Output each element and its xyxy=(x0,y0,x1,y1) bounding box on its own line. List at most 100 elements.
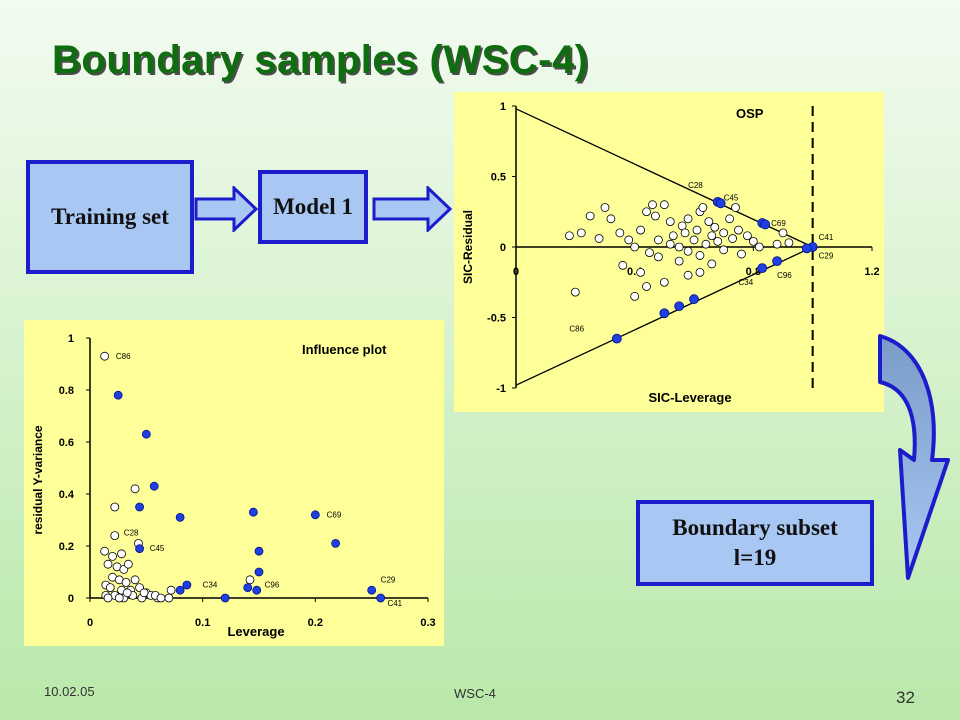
data-point xyxy=(110,502,120,512)
data-point xyxy=(139,588,149,598)
data-point xyxy=(665,239,675,249)
data-point xyxy=(707,259,717,269)
data-point xyxy=(156,593,166,603)
arrow-right-icon xyxy=(194,186,259,232)
data-point xyxy=(778,228,788,238)
data-point xyxy=(585,211,595,221)
point-label: C69 xyxy=(327,510,342,519)
point-label: C69 xyxy=(771,219,786,228)
boundary-point xyxy=(760,219,771,230)
boundary-point xyxy=(175,585,185,595)
data-point xyxy=(636,267,646,277)
data-point xyxy=(123,559,133,569)
data-point xyxy=(630,291,640,301)
data-point xyxy=(707,231,717,241)
boundary-point xyxy=(757,263,768,274)
data-point xyxy=(665,217,675,227)
data-point xyxy=(103,559,113,569)
y-tick-label: 0.2 xyxy=(59,541,74,553)
point-label: C34 xyxy=(203,581,218,590)
y-tick-label: 0.5 xyxy=(491,172,506,184)
data-point xyxy=(117,549,126,559)
data-point xyxy=(689,235,699,245)
footer-title: WSC-4 xyxy=(454,686,496,701)
point-label: C96 xyxy=(265,581,280,590)
point-label: C86 xyxy=(569,325,584,334)
data-point xyxy=(615,228,625,238)
data-point xyxy=(114,593,124,603)
curved-arrow-down-icon xyxy=(878,334,950,580)
data-point xyxy=(105,583,115,593)
data-point xyxy=(570,287,580,297)
boundary-point xyxy=(220,593,230,603)
boundary-subset-size: l=19 xyxy=(733,545,777,570)
data-point xyxy=(651,211,660,221)
data-point xyxy=(683,214,693,224)
boundary-subset-box: Boundary subset l=19 xyxy=(636,500,874,586)
data-point xyxy=(737,249,746,259)
data-point xyxy=(565,231,574,241)
boundary-point xyxy=(367,585,377,595)
point-label: C96 xyxy=(777,271,792,280)
data-point xyxy=(121,577,131,587)
influence-plot-svg: 1 0.8 0.6 0.4 0.2 0 0 0.1 0.2 0.3 C86 C28 C45 C69 C34 C… xyxy=(31,333,436,639)
point-label: C41 xyxy=(387,599,402,608)
y-tick-label: 0 xyxy=(500,242,506,254)
data-point xyxy=(731,203,740,212)
y-tick-label: 1 xyxy=(68,333,74,345)
influence-plot: 1 0.8 0.6 0.4 0.2 0 0 0.1 0.2 0.3 C86 C28 C45 C69 C34 C… xyxy=(24,320,444,646)
data-point xyxy=(683,270,693,280)
data-point xyxy=(642,207,651,217)
boundary-point xyxy=(135,502,144,512)
data-point xyxy=(245,575,255,585)
data-point xyxy=(698,203,708,212)
x-tick-label: 0.8 xyxy=(746,266,761,278)
data-point xyxy=(748,236,758,246)
data-point xyxy=(130,484,140,494)
boundary-point xyxy=(175,512,185,522)
y-tick-label: 0.8 xyxy=(59,385,74,397)
data-point xyxy=(728,234,737,243)
x-tick-label: 0 xyxy=(513,266,519,278)
boundary-point xyxy=(149,481,159,491)
data-point xyxy=(576,228,586,238)
data-point xyxy=(683,246,693,256)
boundary-point xyxy=(772,256,782,267)
point-label: C29 xyxy=(381,575,396,584)
data-point xyxy=(606,214,616,224)
x-tick-label: 0.3 xyxy=(420,617,435,629)
boundary-point xyxy=(801,243,812,254)
data-point xyxy=(772,239,782,249)
boundary-point xyxy=(310,510,320,520)
osp-chart-svg: 10.50-0.5-10 0.4 0.8 1.2C28C45C69C41C29C96C… xyxy=(461,101,880,405)
data-point xyxy=(103,593,113,603)
data-point xyxy=(110,531,120,541)
data-point xyxy=(659,200,669,210)
boundary-point xyxy=(248,507,258,517)
x-tick-label: 1.2 xyxy=(864,266,879,278)
point-label: C86 xyxy=(116,352,131,361)
model-1-label: Model 1 xyxy=(273,194,353,219)
data-point xyxy=(701,239,711,249)
boundary-point xyxy=(243,583,253,593)
data-point xyxy=(710,222,720,232)
data-point xyxy=(164,593,174,603)
data-point xyxy=(659,277,669,287)
boundary-point xyxy=(376,593,386,603)
point-label: C34 xyxy=(739,278,754,287)
data-point xyxy=(742,231,752,241)
boundary-point xyxy=(141,429,151,439)
boundary-point xyxy=(113,390,123,400)
x-axis-label: SIC-Leverage xyxy=(648,390,731,405)
arrow-right-icon xyxy=(372,186,453,232)
data-point xyxy=(645,248,654,258)
data-point xyxy=(695,251,705,260)
x-axis-label: Leverage xyxy=(227,624,284,639)
page-number: 32 xyxy=(896,688,915,707)
boundary-point xyxy=(182,580,192,590)
point-label: C28 xyxy=(124,529,139,538)
y-tick-label: 0 xyxy=(68,593,74,605)
x-tick-label: 0.1 xyxy=(195,617,210,629)
boundary-point xyxy=(689,294,699,305)
data-point xyxy=(754,242,764,252)
